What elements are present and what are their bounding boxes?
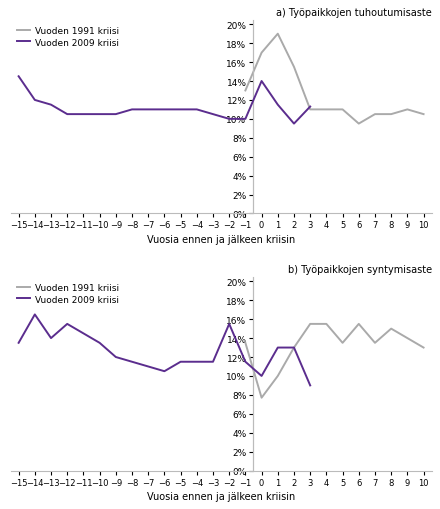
Vuoden 2009 kriisi bbox=[210, 112, 216, 118]
Vuoden 2009 kriisi bbox=[178, 359, 183, 365]
Line: Vuoden 2009 kriisi: Vuoden 2009 kriisi bbox=[18, 315, 310, 386]
Vuoden 2009 kriisi bbox=[259, 373, 264, 379]
Vuoden 2009 kriisi bbox=[48, 102, 54, 108]
Vuoden 1991 kriisi bbox=[405, 335, 410, 342]
Vuoden 1991 kriisi bbox=[340, 107, 345, 113]
Vuoden 2009 kriisi bbox=[65, 112, 70, 118]
Vuoden 2009 kriisi bbox=[243, 117, 248, 123]
Vuoden 2009 kriisi bbox=[275, 102, 280, 108]
Vuoden 1991 kriisi bbox=[324, 321, 329, 327]
Vuoden 1991 kriisi bbox=[243, 88, 248, 94]
Vuoden 2009 kriisi bbox=[32, 98, 37, 104]
Vuoden 2009 kriisi bbox=[308, 383, 313, 389]
Vuoden 1991 kriisi bbox=[389, 326, 394, 332]
Vuoden 2009 kriisi bbox=[129, 359, 135, 365]
Line: Vuoden 2009 kriisi: Vuoden 2009 kriisi bbox=[18, 77, 310, 124]
Vuoden 2009 kriisi bbox=[227, 117, 232, 123]
Vuoden 2009 kriisi bbox=[97, 112, 102, 118]
Vuoden 2009 kriisi bbox=[113, 112, 118, 118]
Vuoden 2009 kriisi bbox=[113, 354, 118, 360]
Vuoden 1991 kriisi bbox=[356, 121, 361, 127]
Vuoden 2009 kriisi bbox=[178, 107, 183, 113]
Vuoden 1991 kriisi bbox=[372, 112, 378, 118]
Vuoden 2009 kriisi bbox=[243, 359, 248, 365]
Vuoden 1991 kriisi bbox=[324, 107, 329, 113]
Text: b) Työpaikkojen syntymisaste: b) Työpaikkojen syntymisaste bbox=[288, 265, 432, 275]
Vuoden 2009 kriisi bbox=[81, 112, 86, 118]
Vuoden 2009 kriisi bbox=[97, 340, 102, 346]
Line: Vuoden 1991 kriisi: Vuoden 1991 kriisi bbox=[246, 35, 424, 124]
Vuoden 1991 kriisi bbox=[421, 345, 426, 351]
Vuoden 2009 kriisi bbox=[146, 107, 151, 113]
Vuoden 2009 kriisi bbox=[16, 74, 21, 80]
Vuoden 1991 kriisi bbox=[291, 345, 297, 351]
Vuoden 2009 kriisi bbox=[291, 121, 297, 127]
Vuoden 1991 kriisi bbox=[275, 373, 280, 379]
Legend: Vuoden 1991 kriisi, Vuoden 2009 kriisi: Vuoden 1991 kriisi, Vuoden 2009 kriisi bbox=[15, 25, 121, 49]
Vuoden 1991 kriisi bbox=[356, 321, 361, 327]
Vuoden 2009 kriisi bbox=[48, 335, 54, 342]
Vuoden 2009 kriisi bbox=[210, 359, 216, 365]
Vuoden 1991 kriisi bbox=[243, 340, 248, 346]
Vuoden 1991 kriisi bbox=[275, 32, 280, 38]
Vuoden 2009 kriisi bbox=[308, 104, 313, 110]
Legend: Vuoden 1991 kriisi, Vuoden 2009 kriisi: Vuoden 1991 kriisi, Vuoden 2009 kriisi bbox=[15, 281, 121, 306]
Vuoden 1991 kriisi bbox=[259, 50, 264, 56]
Vuoden 1991 kriisi bbox=[291, 65, 297, 71]
Vuoden 2009 kriisi bbox=[194, 359, 199, 365]
Vuoden 2009 kriisi bbox=[227, 321, 232, 327]
Vuoden 1991 kriisi bbox=[308, 321, 313, 327]
Vuoden 2009 kriisi bbox=[146, 364, 151, 370]
Line: Vuoden 1991 kriisi: Vuoden 1991 kriisi bbox=[246, 324, 424, 398]
X-axis label: Vuosia ennen ja jälkeen kriisin: Vuosia ennen ja jälkeen kriisin bbox=[147, 491, 295, 501]
Vuoden 1991 kriisi bbox=[389, 112, 394, 118]
Vuoden 1991 kriisi bbox=[405, 107, 410, 113]
Vuoden 2009 kriisi bbox=[65, 321, 70, 327]
Vuoden 2009 kriisi bbox=[162, 369, 167, 375]
Text: a) Työpaikkojen tuhoutumisaste: a) Työpaikkojen tuhoutumisaste bbox=[276, 8, 432, 18]
Vuoden 2009 kriisi bbox=[194, 107, 199, 113]
Vuoden 2009 kriisi bbox=[275, 345, 280, 351]
Vuoden 1991 kriisi bbox=[308, 107, 313, 113]
Vuoden 2009 kriisi bbox=[81, 331, 86, 337]
Vuoden 1991 kriisi bbox=[340, 340, 345, 346]
Vuoden 1991 kriisi bbox=[372, 340, 378, 346]
Vuoden 2009 kriisi bbox=[129, 107, 135, 113]
Vuoden 1991 kriisi bbox=[259, 395, 264, 401]
X-axis label: Vuosia ennen ja jälkeen kriisin: Vuosia ennen ja jälkeen kriisin bbox=[147, 234, 295, 244]
Vuoden 2009 kriisi bbox=[259, 79, 264, 85]
Vuoden 2009 kriisi bbox=[162, 107, 167, 113]
Vuoden 2009 kriisi bbox=[16, 340, 21, 346]
Vuoden 1991 kriisi bbox=[421, 112, 426, 118]
Vuoden 2009 kriisi bbox=[32, 312, 37, 318]
Vuoden 2009 kriisi bbox=[291, 345, 297, 351]
